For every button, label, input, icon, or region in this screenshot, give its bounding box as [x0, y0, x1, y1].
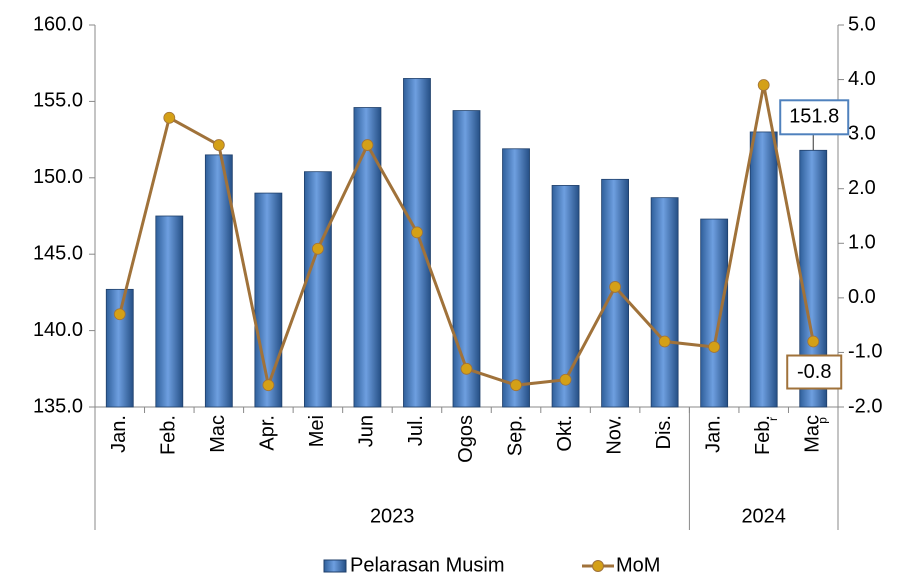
- bar: [551, 185, 580, 408]
- x-tick-label: Jun: [356, 415, 378, 447]
- bar: [403, 78, 431, 408]
- legend-label: MoM: [616, 554, 660, 576]
- x-tick-label: Jul.: [405, 415, 427, 446]
- y-tick-label: 160.0: [33, 13, 83, 35]
- bar: [601, 178, 629, 408]
- y2-tick-label: 5.0: [848, 13, 876, 35]
- bar: [650, 197, 679, 408]
- value-label-box: [779, 99, 850, 136]
- y2-tick-label: 3.0: [848, 122, 876, 144]
- bar: [353, 107, 382, 408]
- x-tick-label: Dis.: [653, 415, 675, 449]
- line-marker: [212, 139, 225, 151]
- y2-tick-label: 4.0: [848, 68, 876, 90]
- line-marker: [311, 242, 324, 255]
- x-tick-label: Feb.: [158, 415, 180, 455]
- line-marker: [411, 226, 423, 239]
- y2-tick-label: -1.0: [848, 341, 882, 363]
- bar: [749, 131, 778, 408]
- x-tick-label: Jan.: [702, 415, 724, 453]
- legend-label: Pelarasan Musim: [350, 554, 505, 576]
- x-tick-label: Feb.: [752, 415, 774, 455]
- y-tick-label: 155.0: [33, 90, 83, 112]
- y2-tick-label: -2.0: [848, 395, 882, 417]
- y-tick-label: 145.0: [33, 242, 83, 264]
- group-label: 2024: [741, 505, 786, 527]
- x-tick-label: Ogos: [455, 415, 477, 463]
- y-tick-label: 150.0: [33, 166, 83, 188]
- x-tick-label: Okt.: [554, 415, 576, 452]
- line-marker: [807, 335, 820, 348]
- x-tick-note: r: [766, 417, 780, 421]
- x-tick-label: Mac: [207, 415, 229, 453]
- legend-swatch: [323, 559, 347, 573]
- line-marker: [559, 373, 572, 386]
- group-label: 2023: [370, 505, 415, 527]
- y2-tick-label: 0.0: [848, 286, 876, 308]
- line-marker: [262, 379, 275, 392]
- x-tick-label: Sep.: [504, 415, 526, 456]
- x-tick-label: Jan.: [108, 415, 130, 453]
- line-marker: [708, 341, 721, 353]
- line-marker: [757, 79, 770, 91]
- bar: [254, 192, 283, 408]
- x-tick-label: Mac: [802, 415, 824, 453]
- x-tick-note: p: [815, 417, 829, 424]
- x-tick-label: Apr.: [257, 415, 279, 451]
- bar: [204, 154, 233, 408]
- bar: [502, 148, 530, 408]
- y2-tick-label: 2.0: [848, 177, 876, 199]
- line-marker: [163, 111, 176, 124]
- line-marker: [113, 308, 126, 321]
- legend-marker: [592, 560, 604, 572]
- value-label: 151.8: [789, 106, 839, 128]
- line-marker: [510, 379, 522, 392]
- bar: [452, 110, 481, 408]
- line-marker: [658, 335, 671, 348]
- bar: [155, 215, 184, 408]
- bar: [105, 288, 134, 408]
- y2-tick-label: 1.0: [848, 232, 876, 254]
- x-tick-label: Mei: [306, 415, 328, 447]
- bar: [700, 218, 729, 408]
- y-tick-label: 140.0: [33, 319, 83, 341]
- line-marker: [460, 362, 473, 375]
- line-marker: [609, 281, 621, 293]
- value-label-box: [786, 354, 843, 390]
- x-tick-label: Nov.: [603, 415, 625, 455]
- y-tick-label: 135.0: [33, 395, 83, 417]
- bar: [303, 171, 332, 408]
- line-marker: [361, 139, 374, 151]
- value-label: -0.8: [797, 361, 831, 383]
